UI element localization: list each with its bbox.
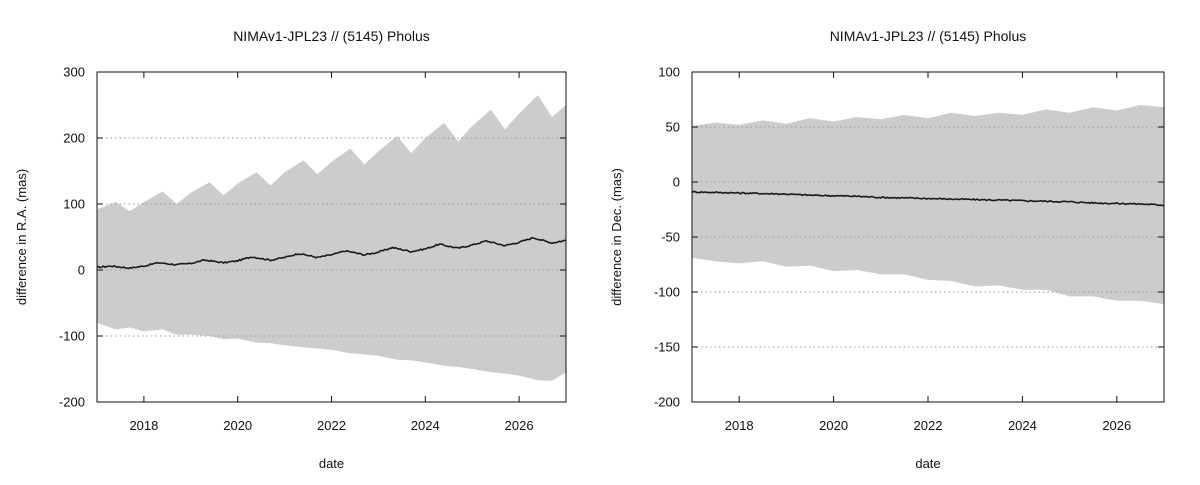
dec-difference-chart: -200 -150 -100 -50 0 50 100 2018 2020 2022 2024 202…: [609, 28, 1165, 471]
x-tick-label: 2022: [914, 418, 943, 433]
y-tick-label: -200: [654, 395, 680, 410]
x-axis-label: date: [319, 456, 344, 471]
x-tick-label: 2022: [317, 418, 346, 433]
y-tick-label: -100: [59, 329, 85, 344]
chart-title: NIMAv1-JPL23 // (5145) Pholus: [830, 28, 1027, 44]
uncertainty-band: [97, 95, 566, 381]
ra-difference-chart: -200 -100 0 100 200 300 2018 2020 2022 2024 2026 NI…: [14, 28, 567, 471]
mean-line: [96, 236, 566, 270]
y-tick-label: -100: [654, 285, 680, 300]
y-tick-label: 0: [673, 175, 680, 190]
x-tick-label: 2024: [1008, 418, 1037, 433]
x-tick-label: 2018: [129, 418, 158, 433]
x-tick-label: 2020: [819, 418, 848, 433]
x-tick-label: 2020: [223, 418, 252, 433]
y-tick-label: 100: [63, 197, 85, 212]
y-tick-label: 0: [78, 263, 85, 278]
x-axis-label: date: [915, 456, 940, 471]
y-tick-label: -50: [661, 230, 680, 245]
y-tick-label: -200: [59, 395, 85, 410]
x-tick-label: 2018: [725, 418, 754, 433]
x-tick-label: 2026: [505, 418, 534, 433]
y-axis-label: difference in Dec. (mas): [609, 168, 624, 306]
y-axis-label: difference in R.A. (mas): [14, 169, 29, 305]
mean-line: [691, 190, 1165, 207]
y-tick-label: 200: [63, 131, 85, 146]
y-tick-label: 50: [666, 120, 680, 135]
uncertainty-band: [692, 105, 1164, 305]
y-tick-label: 300: [63, 65, 85, 80]
y-tick-label: -150: [654, 340, 680, 355]
chart-title: NIMAv1-JPL23 // (5145) Pholus: [233, 28, 430, 44]
x-tick-label: 2026: [1102, 418, 1131, 433]
x-tick-label: 2024: [411, 418, 440, 433]
y-tick-label: 100: [658, 65, 680, 80]
